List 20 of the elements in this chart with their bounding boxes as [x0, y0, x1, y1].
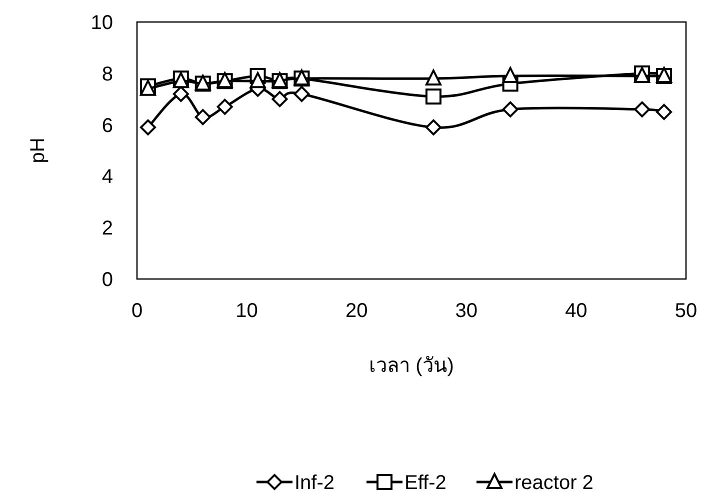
- legend-label: Inf-2: [294, 472, 335, 494]
- x-tick-label: 0: [131, 300, 143, 322]
- x-tick-label: 20: [345, 300, 368, 322]
- y-tick-label: 6: [102, 114, 113, 137]
- y-axis-title: pH: [27, 138, 49, 164]
- x-tick-label: 40: [565, 300, 588, 322]
- y-tick-label: 8: [102, 63, 113, 86]
- y-tick-label: 2: [102, 218, 113, 240]
- legend-item: Inf-2: [256, 472, 335, 494]
- legend-label: reactor 2: [514, 472, 594, 494]
- x-axis-title: เวลา (วัน): [369, 355, 454, 377]
- y-tick-label: 10: [90, 12, 113, 34]
- x-tick-label: 10: [236, 300, 258, 322]
- x-tick-label: 50: [674, 300, 698, 322]
- y-tick-label: 4: [102, 166, 113, 188]
- x-tick-label: 30: [455, 300, 478, 322]
- legend-item: reactor 2: [476, 472, 594, 494]
- legend-item: Eff-2: [366, 472, 446, 494]
- legend-label: Eff-2: [404, 472, 446, 494]
- y-tick-label: 0: [102, 269, 113, 291]
